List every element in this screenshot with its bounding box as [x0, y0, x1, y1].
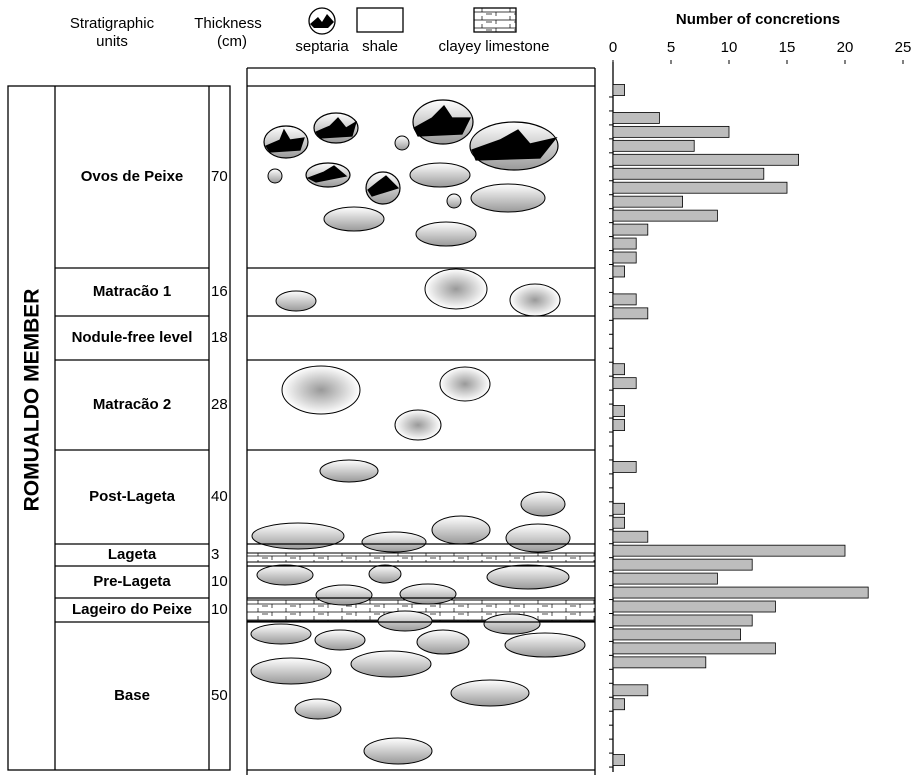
unit-thickness: 28 [211, 396, 228, 413]
bar [612, 754, 626, 766]
concretions [250, 135, 586, 765]
bar [612, 558, 753, 571]
bar [612, 684, 649, 697]
bar [612, 530, 649, 543]
legend-label: clayey limestone [439, 38, 550, 55]
bar [612, 153, 800, 166]
bar [612, 572, 718, 585]
unit-thickness: 18 [211, 329, 228, 346]
x-tick-label: 20 [837, 39, 854, 56]
bar [612, 223, 649, 236]
bar [612, 181, 788, 194]
unit-name: Ovos de Peixe [81, 168, 184, 185]
septaria-concretions [263, 99, 559, 205]
unit-name: Lageiro do Peixe [72, 601, 192, 618]
diffuse-concretions [281, 268, 561, 441]
unit-thickness: 10 [211, 601, 228, 618]
bar [612, 614, 753, 627]
bar [612, 405, 626, 417]
unit-name: Pre-Lageta [93, 573, 171, 590]
member-label: ROMUALDO MEMBER [21, 289, 44, 512]
bar [612, 139, 695, 152]
unit-thickness: 50 [211, 687, 228, 704]
legend-label: shale [362, 38, 398, 55]
bar [612, 377, 637, 390]
x-tick-label: 25 [895, 39, 912, 56]
unit-thickness: 10 [211, 573, 228, 590]
bar [612, 209, 718, 222]
bar [612, 642, 776, 655]
bar [612, 237, 637, 250]
limestone-bed [246, 552, 596, 563]
bar [612, 502, 626, 515]
unit-thickness: 70 [211, 168, 228, 185]
bar [612, 265, 626, 278]
bar [612, 516, 626, 529]
bar [612, 419, 626, 431]
header: Stratigraphic [70, 15, 155, 32]
unit-name: Matracão 1 [93, 283, 171, 300]
x-tick-label: 10 [721, 39, 738, 56]
bar [612, 628, 741, 641]
bar [612, 600, 776, 613]
unit-name: Base [114, 687, 150, 704]
bar [612, 293, 637, 306]
bar [612, 195, 683, 208]
bar [612, 656, 707, 669]
bar [612, 698, 626, 711]
bar [612, 112, 660, 124]
legend-limestone-icon [473, 7, 517, 33]
bar [612, 307, 649, 320]
bar [612, 84, 626, 96]
x-tick-label: 15 [779, 39, 796, 56]
x-tick-label: 0 [609, 39, 617, 56]
bar [612, 586, 869, 599]
unit-name: Nodule-free level [72, 329, 193, 346]
bar [612, 461, 637, 473]
unit-name: Lageta [108, 546, 157, 563]
bar [612, 544, 846, 557]
x-tick-label: 5 [667, 39, 675, 56]
unit-thickness: 3 [211, 546, 219, 563]
unit-thickness: 40 [211, 488, 228, 505]
legend-septaria-icon [308, 7, 336, 35]
bar [612, 251, 637, 264]
unit-name: Matracão 2 [93, 396, 171, 413]
header: units [96, 33, 128, 50]
unit-name: Post-Lageta [89, 488, 176, 505]
chart-title: Number of concretions [676, 11, 840, 28]
bar [612, 167, 765, 180]
column-frame [7, 85, 231, 771]
legend-shale-icon [356, 7, 404, 33]
bar [612, 125, 730, 138]
header: Thickness [194, 15, 262, 32]
bar [612, 363, 626, 376]
legend-label: septaria [295, 38, 349, 55]
unit-thickness: 16 [211, 283, 228, 300]
header: (cm) [217, 33, 247, 50]
